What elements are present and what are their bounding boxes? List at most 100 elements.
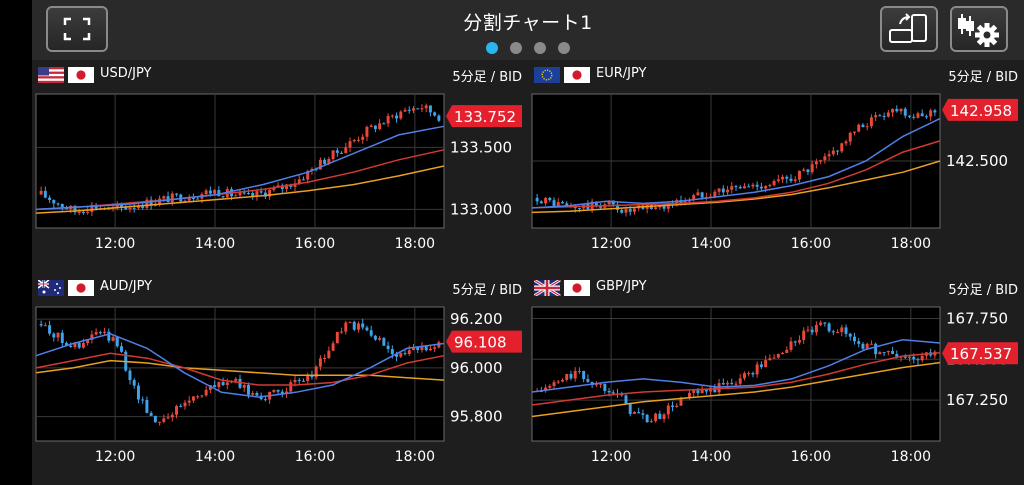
page-dot-1[interactable] bbox=[486, 42, 498, 54]
candle-body bbox=[407, 350, 411, 355]
timeframe-label[interactable]: 5分足 / BID bbox=[948, 283, 1018, 298]
candle-body bbox=[717, 188, 721, 192]
candlestick-chart[interactable]: 12:0014:0016:0018:00167.750167.500167.25… bbox=[528, 303, 1024, 485]
candle-body bbox=[56, 203, 60, 205]
chart-settings-button[interactable] bbox=[950, 6, 1008, 52]
candle-body bbox=[632, 412, 636, 414]
candle-body bbox=[344, 147, 348, 154]
candle-body bbox=[314, 366, 318, 378]
candle-body bbox=[742, 373, 746, 379]
chart-panel-eurjpy[interactable]: EUR/JPY 5分足 / BID 12:00 14:00 16:00 18:00 14… bbox=[528, 60, 1024, 272]
candle-body bbox=[183, 200, 187, 202]
candle-body bbox=[204, 190, 208, 195]
candle-body bbox=[827, 323, 831, 332]
candle-body bbox=[556, 202, 560, 207]
ma-long-line bbox=[531, 361, 941, 418]
candle-body bbox=[675, 200, 679, 206]
candle-body bbox=[373, 125, 377, 130]
candle-body bbox=[772, 357, 776, 359]
x-tick-label: 14:00 bbox=[195, 236, 235, 252]
jp-flag-icon bbox=[564, 67, 590, 83]
candle-body bbox=[437, 115, 441, 121]
timeframe-label[interactable]: 5分足 / BID bbox=[452, 70, 522, 85]
candle-body bbox=[891, 108, 895, 113]
candlestick-chart[interactable]: 12:00 14:00 16:00 18:00 96.200 96.000 95.800 96… bbox=[32, 303, 528, 485]
candle-body bbox=[175, 405, 179, 415]
candle-body bbox=[124, 206, 128, 210]
x-tick-label: 14:00 bbox=[691, 449, 731, 465]
candle-body bbox=[268, 190, 272, 197]
candle-body bbox=[730, 382, 734, 384]
candle-body bbox=[331, 343, 335, 351]
candle-body bbox=[840, 143, 844, 152]
candle-body bbox=[327, 350, 331, 358]
chart-panel-audjpy[interactable]: AUD/JPY 5分足 / BID 12:00 14:00 16:00 18:00 96… bbox=[32, 273, 528, 485]
candle-body bbox=[56, 332, 60, 338]
timeframe-label[interactable]: 5分足 / BID bbox=[452, 283, 522, 298]
candle-body bbox=[378, 338, 382, 340]
candle-body bbox=[738, 186, 742, 189]
plot-area bbox=[531, 306, 941, 442]
candle-body bbox=[912, 116, 916, 118]
rotate-device-icon bbox=[889, 13, 927, 43]
candle-body bbox=[272, 187, 276, 191]
candle-body bbox=[318, 159, 322, 170]
candle-body bbox=[213, 190, 217, 194]
candle-body bbox=[814, 324, 818, 333]
timeframe-label[interactable]: 5分足 / BID bbox=[948, 70, 1018, 85]
x-tick-label: 18:00 bbox=[395, 236, 435, 252]
candle-body bbox=[323, 357, 327, 359]
candle-body bbox=[785, 349, 789, 354]
candle-body bbox=[886, 350, 890, 353]
chart-panel-usdjpy[interactable]: USD/JPY 5分足 / BID 12:00 14:00 16:00 18:00 13… bbox=[32, 60, 528, 272]
candle-body bbox=[136, 385, 140, 400]
page-dot-4[interactable] bbox=[558, 42, 570, 54]
x-tick-label: 16:00 bbox=[295, 449, 335, 465]
y-tick-label: 96.000 bbox=[450, 359, 503, 377]
candle-body bbox=[700, 192, 704, 198]
ma-short-line bbox=[35, 125, 445, 211]
candle-body bbox=[624, 209, 628, 213]
page-title: 分割チャート1 bbox=[463, 12, 593, 34]
candle-body bbox=[149, 199, 153, 206]
candle-body bbox=[238, 378, 242, 388]
plot-area bbox=[35, 306, 445, 442]
current-price-tag bbox=[446, 105, 522, 128]
candle-body bbox=[535, 197, 539, 202]
candle-body bbox=[624, 395, 628, 404]
candle-body bbox=[857, 341, 861, 344]
candlestick-chart[interactable]: 12:00 14:00 16:00 18:00 133.500 133.000 133.75… bbox=[32, 90, 528, 272]
fullscreen-button[interactable] bbox=[46, 6, 108, 52]
candle-body bbox=[204, 389, 208, 396]
candle-body bbox=[132, 207, 136, 209]
candle-body bbox=[561, 202, 564, 204]
chart-panel-gbpjpy[interactable]: GBP/JPY 5分足 / BID 12:00 14:00 16:00 18:00 16… bbox=[528, 273, 1024, 485]
x-tick-label: 16:00 bbox=[791, 236, 831, 252]
page-dot-2[interactable] bbox=[510, 42, 522, 54]
panel-title-bar: USD/JPY 5分足 / BID bbox=[32, 60, 528, 90]
x-tick-label: 18:00 bbox=[395, 449, 435, 465]
candle-body bbox=[141, 399, 145, 401]
candle-body bbox=[263, 399, 267, 401]
candle-body bbox=[869, 343, 873, 345]
page-dot-3[interactable] bbox=[534, 42, 546, 54]
candle-body bbox=[713, 191, 717, 197]
ma-long-line bbox=[531, 160, 941, 214]
candle-body bbox=[115, 204, 119, 207]
candle-body bbox=[874, 115, 878, 118]
candle-body bbox=[895, 353, 899, 358]
candle-body bbox=[920, 355, 924, 361]
candle-body bbox=[399, 353, 403, 357]
candle-body bbox=[90, 204, 94, 212]
y-tick-label: 133.500 bbox=[450, 138, 512, 156]
candle-body bbox=[395, 115, 399, 119]
candlestick-chart[interactable]: 12:00 14:00 16:00 18:00 142.500 142.958 bbox=[528, 90, 1024, 272]
candle-body bbox=[806, 169, 810, 173]
us-flag-icon bbox=[38, 67, 64, 83]
candle-body bbox=[573, 370, 577, 379]
candle-body bbox=[94, 332, 98, 335]
jp-flag-icon bbox=[68, 280, 94, 296]
candle-body bbox=[561, 379, 564, 382]
candle-body bbox=[768, 184, 772, 187]
rotate-layout-button[interactable] bbox=[880, 6, 938, 52]
